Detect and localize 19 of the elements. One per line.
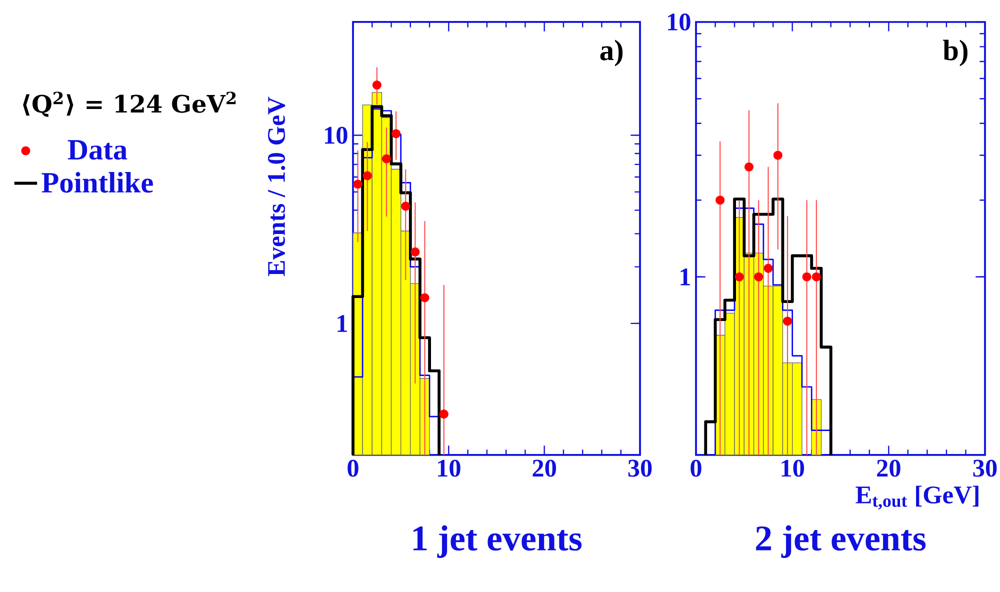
y-tick-label: 1 — [680, 268, 690, 286]
legend-label: Data — [68, 140, 128, 160]
text: 2 jet events — [756, 525, 926, 558]
annotation: a) — [600, 40, 623, 66]
legend-label: Pointlike — [42, 172, 153, 193]
y-axis-title: Events / 1.0 GeV — [268, 96, 286, 276]
x-tick-label: 30 — [628, 460, 652, 477]
x-tick-label: 20 — [532, 460, 556, 477]
x-tick-label: 10 — [782, 460, 804, 477]
text: 1 jet events — [413, 525, 582, 558]
x-tick-label: 10 — [438, 460, 460, 477]
x-axis-title: E$_{t,out}$ [GeV] — [856, 486, 978, 510]
x-tick-label: 0 — [348, 460, 358, 477]
x-tick-label: 30 — [973, 460, 997, 477]
text: ⟨Q$^{2}$⟩ = 124 GeV$^{2}$ — [23, 92, 236, 117]
x-tick-label: 20 — [877, 460, 900, 477]
x-tick-label: 0 — [690, 460, 702, 477]
annotation: b) — [943, 40, 968, 66]
y-tick-label: 1 — [338, 315, 347, 332]
